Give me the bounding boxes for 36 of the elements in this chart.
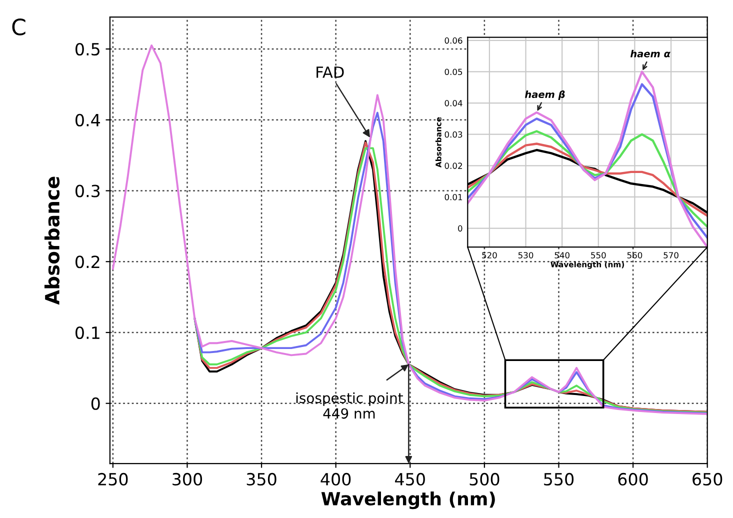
x-tick-label: 530 bbox=[518, 252, 534, 258]
x-tick-label: 600 bbox=[618, 472, 648, 486]
x-tick-label: 250 bbox=[98, 472, 128, 486]
text: C bbox=[12, 18, 26, 36]
y-tick-label: 0.01 bbox=[444, 194, 462, 200]
y-tick-label: 0.3 bbox=[76, 184, 100, 198]
y-tick-label: 0.02 bbox=[444, 162, 462, 169]
y-tick-label: 0.5 bbox=[76, 42, 100, 56]
y-tick-label: 0.2 bbox=[76, 256, 100, 268]
x-tick-label: 520 bbox=[482, 252, 497, 258]
x-tick-label: 500 bbox=[470, 472, 500, 486]
y-tick-label: 0.05 bbox=[444, 68, 462, 76]
y-tick-label: 0 bbox=[458, 225, 462, 232]
annotation: haem β bbox=[525, 90, 565, 100]
y-tick-label: 0.06 bbox=[444, 37, 462, 44]
x-tick-label: 350 bbox=[246, 472, 276, 486]
y-tick-label: 0.03 bbox=[444, 131, 462, 138]
y-tick-label: 0 bbox=[91, 397, 100, 410]
x-tick-label: 560 bbox=[627, 252, 642, 258]
y-axis-title: Absorbance bbox=[44, 176, 60, 305]
x-tick-label: 570 bbox=[664, 252, 678, 258]
y-tick-label: 0.4 bbox=[76, 114, 100, 126]
annotation: isospestic point 449 nm bbox=[296, 392, 403, 419]
y-tick-label: 0.04 bbox=[444, 100, 462, 106]
x-tick-label: 550 bbox=[544, 472, 574, 486]
line-series bbox=[468, 130, 708, 228]
x-axis-title: Wavelength (nm) bbox=[321, 492, 495, 510]
x-tick-label: 400 bbox=[320, 472, 351, 486]
annotation: FAD bbox=[316, 66, 344, 78]
x-tick-label: 650 bbox=[692, 472, 722, 486]
x-tick-label: 550 bbox=[591, 252, 606, 258]
x-tick-label: 450 bbox=[395, 472, 425, 486]
y-tick-label: 0.1 bbox=[76, 326, 100, 340]
x-tick-label: 300 bbox=[172, 472, 202, 486]
annotation: haem α bbox=[630, 50, 670, 58]
x-tick-label: 540 bbox=[554, 252, 570, 258]
